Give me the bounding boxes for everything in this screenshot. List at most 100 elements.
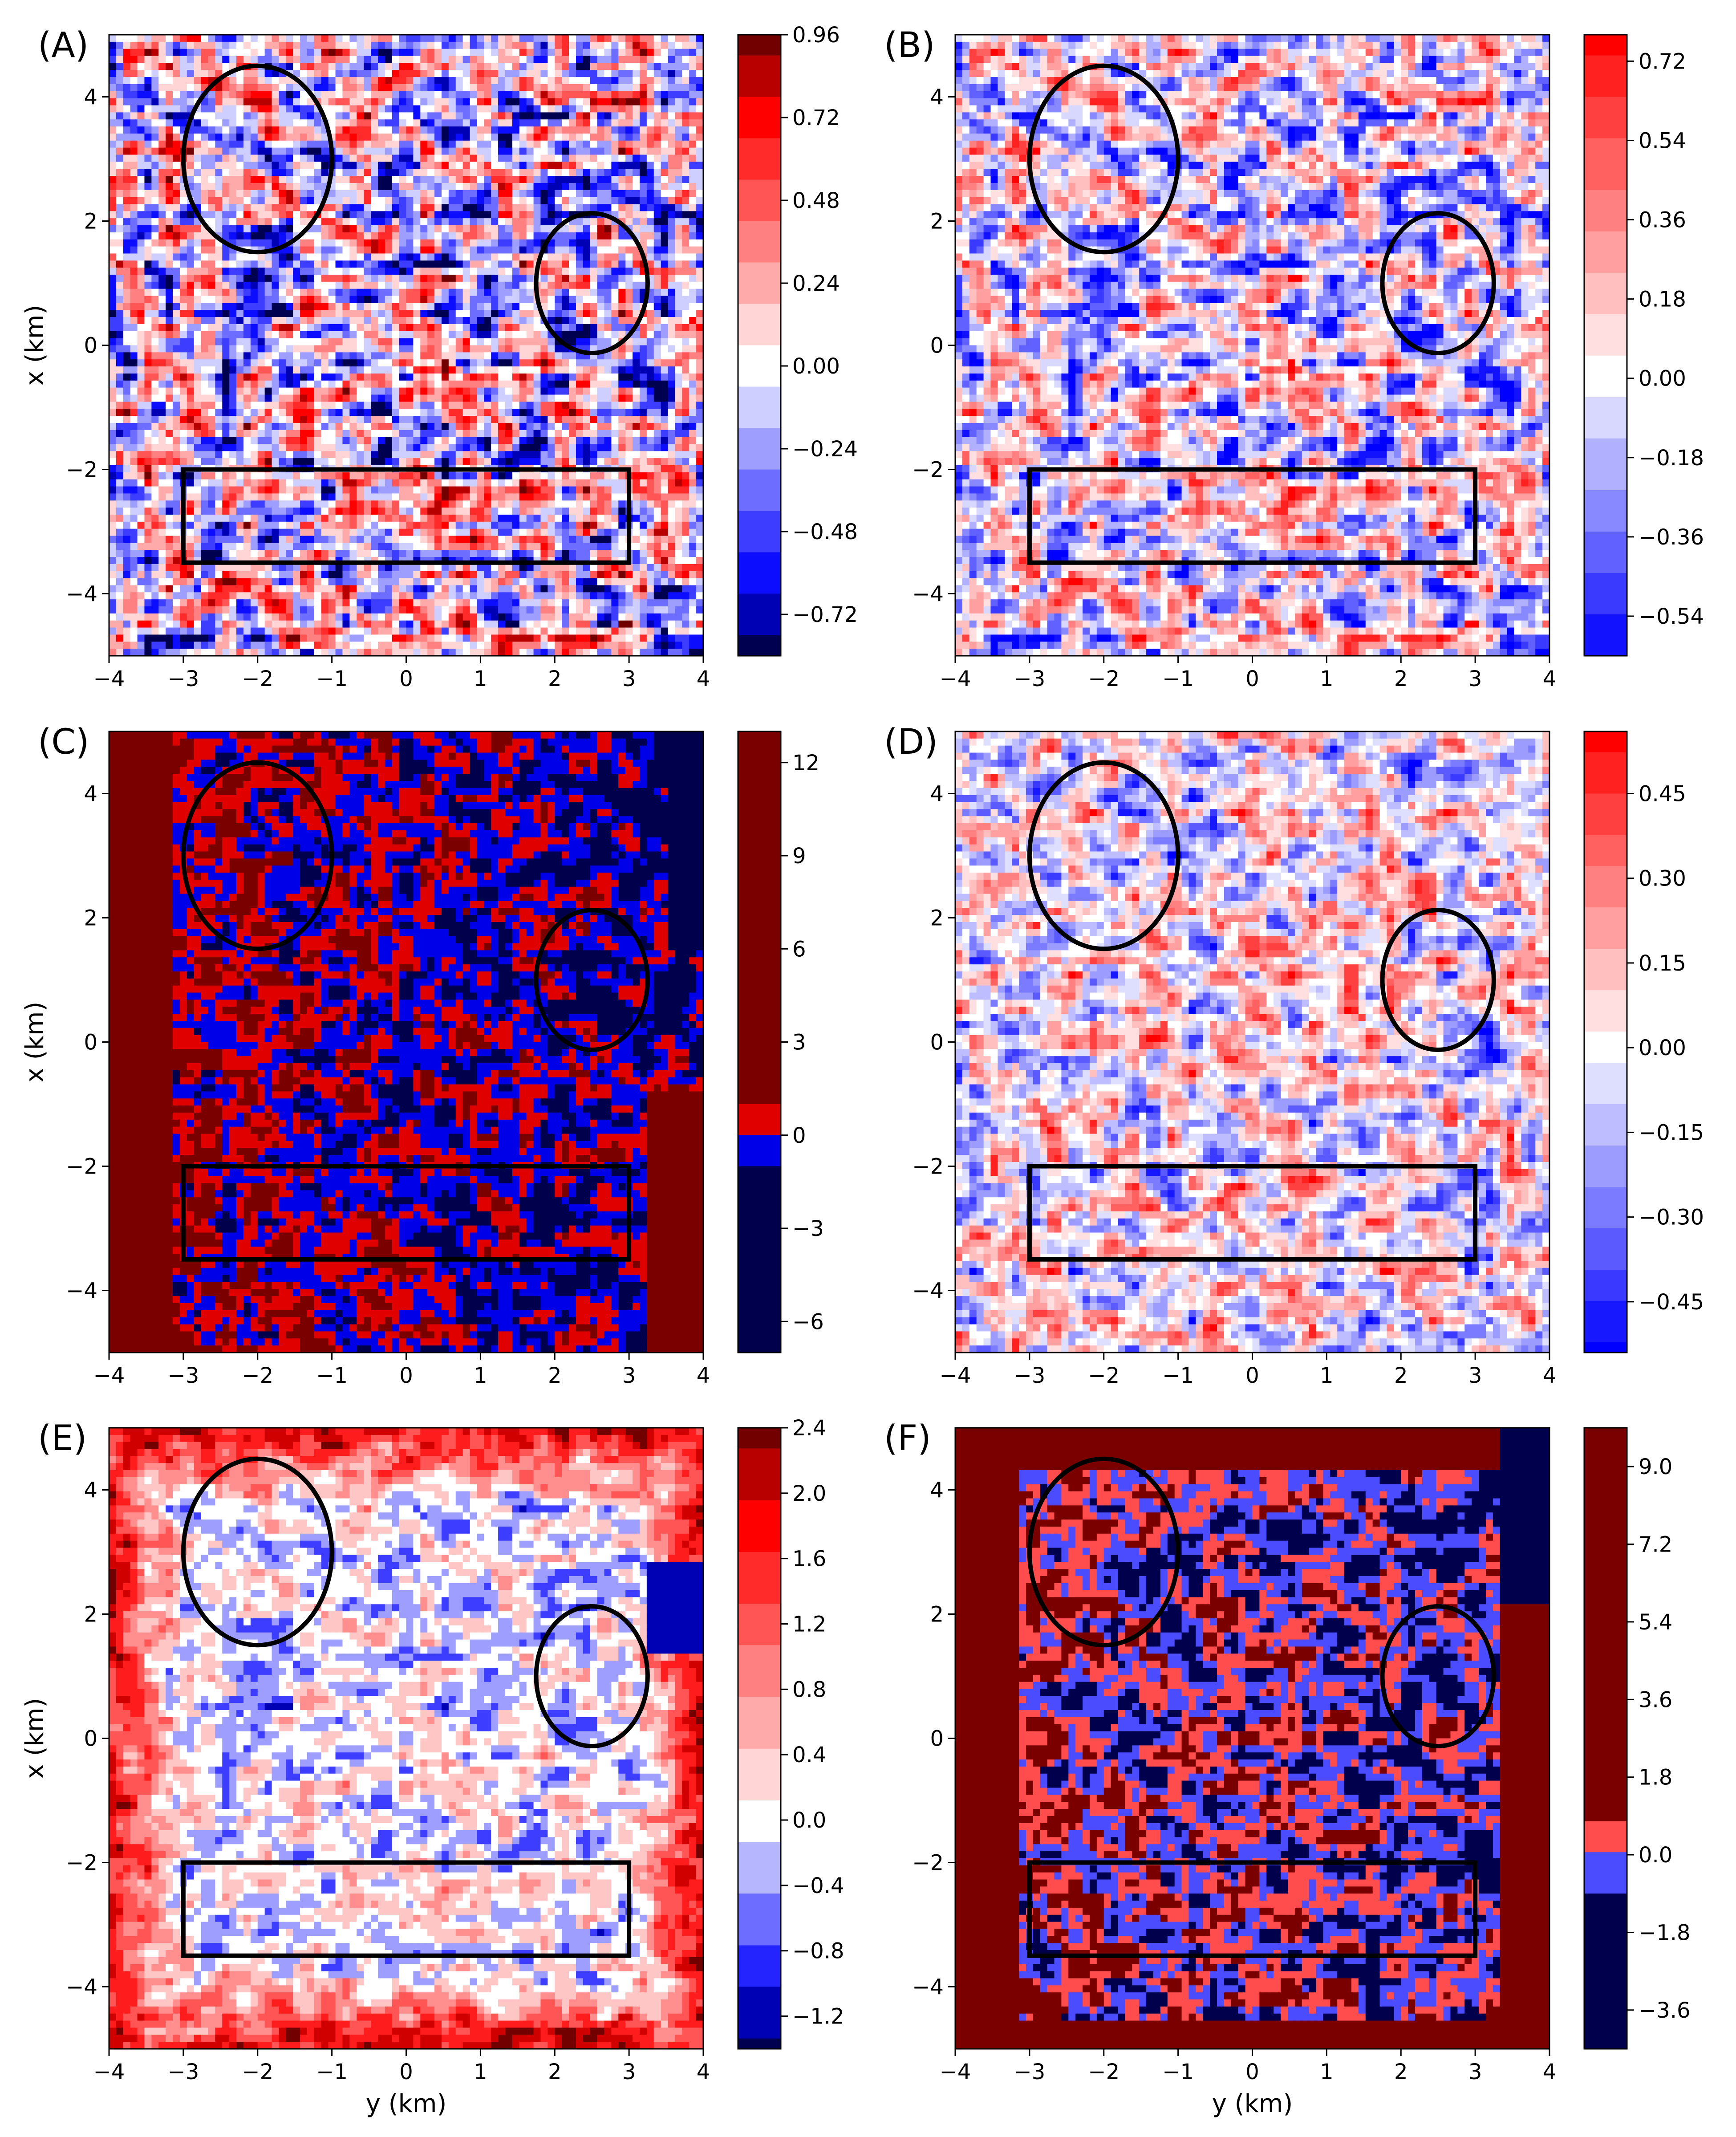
colorbar-tick-label: 0.24 — [792, 271, 840, 296]
x-tick-label: −2 — [242, 1363, 273, 1388]
x-tick-label: 3 — [1468, 666, 1482, 691]
region-rectangle — [1027, 1860, 1478, 1958]
x-tick-label: −2 — [1088, 666, 1119, 691]
x-tick-label: 1 — [1320, 1363, 1334, 1388]
x-tick-label: −1 — [1162, 666, 1194, 691]
x-axis-title: y (km) — [366, 2089, 447, 2118]
panel-A: −4 −3 −2 −1 0 1 2 3 4 −4 −2 0 2 4 x (km) (A) 0.96 0.72 0.4… — [20, 23, 858, 691]
region-ellipse-2 — [534, 211, 650, 355]
x-tick-label: −4 — [940, 1363, 971, 1388]
region-rectangle — [181, 1860, 632, 1958]
colorbar-tick-label: 0.48 — [792, 188, 840, 213]
region-ellipse-1 — [181, 760, 334, 951]
x-tick-label: 2 — [1394, 666, 1408, 691]
y-tick-label: 2 — [84, 209, 97, 234]
panel-F: −4 −3 −2 −1 0 1 2 3 4 −4 −2 0 2 4 y (km) (F) 9.0 7.2 5.4 3.… — [884, 1418, 1691, 2118]
y-axis-title: x (km) — [20, 305, 49, 386]
x-tick-label: −4 — [93, 666, 125, 691]
x-tick-label: 4 — [697, 1363, 710, 1388]
colorbar-tick-label: −0.4 — [792, 1873, 844, 1898]
colorbar-tick-label: 0.18 — [1639, 287, 1686, 312]
y-tick-label: 2 — [84, 906, 97, 931]
x-tick-label: −1 — [1162, 2060, 1194, 2084]
colorbar-tick-label: −1.2 — [792, 2004, 844, 2029]
x-tick-label: 3 — [622, 1363, 636, 1388]
colorbar-tick-label: −1.8 — [1639, 1920, 1691, 1945]
colorbar: 9.0 7.2 5.4 3.6 1.8 0.0 −1.8 −3.6 — [1583, 1427, 1691, 2050]
y-tick-label: 2 — [84, 1602, 97, 1627]
colorbar-tick-label: 1.2 — [792, 1612, 826, 1637]
x-tick-label: 0 — [399, 666, 413, 691]
x-tick-label: 1 — [474, 2060, 487, 2084]
region-rectangle — [181, 1164, 632, 1262]
colorbar-tick-label: 2.4 — [792, 1416, 826, 1441]
x-tick-label: 1 — [1320, 666, 1334, 691]
y-tick-label: 4 — [930, 85, 944, 110]
x-tick-label: −3 — [167, 1363, 199, 1388]
x-tick-label: 0 — [399, 2060, 413, 2084]
y-tick-label: 0 — [930, 1727, 944, 1751]
colorbar: 0.96 0.72 0.48 0.24 0.00 −0.24 −0.48 −0.72 — [737, 23, 858, 657]
x-tick-label: −1 — [1162, 1363, 1194, 1388]
colorbar-tick-label: 0.8 — [792, 1677, 826, 1702]
x-tick-label: 2 — [548, 2060, 562, 2084]
colorbar: 0.72 0.54 0.36 0.18 0.00 −0.18 −0.36 −0.54 — [1583, 34, 1704, 657]
x-tick-label: 0 — [1245, 666, 1259, 691]
colorbar-tick-label: −0.48 — [792, 520, 858, 544]
x-tick-label: 4 — [697, 666, 710, 691]
colorbar-tick-label: 0.30 — [1639, 866, 1686, 891]
panel-label: (F) — [884, 1418, 931, 1459]
y-tick-label: −2 — [912, 1851, 944, 1876]
x-axis-title: y (km) — [1212, 2089, 1293, 2118]
colorbar: 12 9 6 3 0 −3 −6 — [737, 731, 824, 1353]
colorbar-tick-label: 2.0 — [792, 1481, 826, 1506]
x-tick-label: 3 — [622, 2060, 636, 2084]
x-tick-label: −3 — [1014, 2060, 1045, 2084]
panel-label: (D) — [884, 722, 938, 762]
y-tick-label: 4 — [84, 1478, 97, 1503]
colorbar: 0.45 0.30 0.15 0.00 −0.15 −0.30 −0.45 — [1583, 731, 1704, 1353]
region-ellipse-2 — [1380, 211, 1496, 355]
x-tick-label: −2 — [1088, 1363, 1119, 1388]
region-ellipse-2 — [1380, 1604, 1496, 1748]
y-tick-label: −2 — [912, 1154, 944, 1179]
y-tick-label: 2 — [930, 906, 944, 931]
colorbar-tick-label: 0.00 — [1639, 366, 1686, 391]
colorbar-tick-label: 6 — [792, 937, 806, 962]
y-tick-label: −2 — [66, 1154, 97, 1179]
contour-field — [955, 1428, 1549, 2049]
x-tick-label: 3 — [1468, 1363, 1482, 1388]
x-tick-label: −4 — [93, 1363, 125, 1388]
y-tick-label: 2 — [930, 1602, 944, 1627]
region-ellipse-2 — [534, 908, 650, 1052]
x-tick-label: −3 — [167, 2060, 199, 2084]
x-tick-label: −4 — [940, 666, 971, 691]
x-tick-label: 4 — [1543, 2060, 1557, 2084]
x-tick-label: −1 — [316, 2060, 348, 2084]
y-tick-label: 4 — [84, 782, 97, 807]
colorbar-tick-label: −0.15 — [1639, 1120, 1704, 1145]
contour-field — [109, 1428, 703, 2049]
region-ellipse-1 — [1027, 63, 1180, 255]
y-tick-label: −2 — [66, 458, 97, 483]
y-tick-label: 0 — [84, 1727, 97, 1751]
y-tick-label: 0 — [930, 1030, 944, 1055]
region-rectangle — [1027, 1164, 1478, 1262]
region-ellipse-1 — [1027, 760, 1180, 951]
panel-label: (A) — [38, 25, 89, 65]
colorbar-tick-label: −0.45 — [1639, 1290, 1704, 1315]
y-tick-label: −4 — [66, 1975, 97, 2000]
colorbar-tick-label: −0.24 — [792, 437, 858, 462]
colorbar-tick-label: 0 — [792, 1123, 806, 1148]
x-tick-label: −3 — [167, 666, 199, 691]
colorbar-tick-label: −0.30 — [1639, 1205, 1704, 1230]
colorbar-tick-label: 0.72 — [792, 106, 840, 130]
x-tick-label: −2 — [242, 666, 273, 691]
colorbar-tick-label: −0.36 — [1639, 525, 1704, 550]
colorbar-tick-label: 0.00 — [1639, 1036, 1686, 1060]
y-tick-label: −4 — [912, 582, 944, 607]
colorbar-tick-label: −0.72 — [792, 602, 858, 627]
